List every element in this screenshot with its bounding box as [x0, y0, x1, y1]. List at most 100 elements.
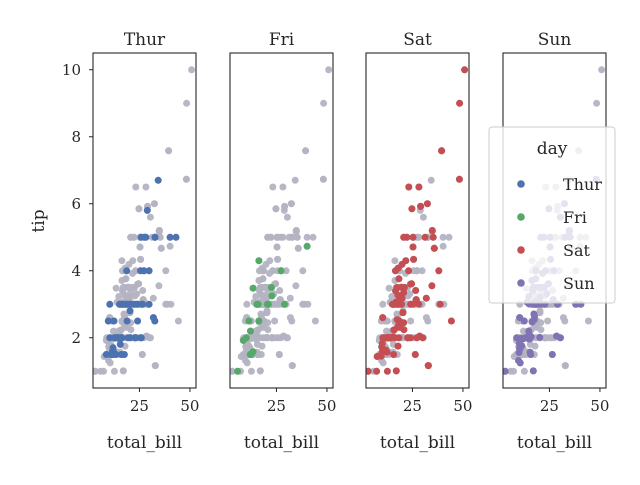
background-point: [533, 323, 541, 331]
panel-frame: [229, 52, 334, 389]
data-point-thur: [145, 267, 153, 275]
data-point-thur: [126, 307, 134, 315]
background-point: [252, 293, 260, 300]
background-point: [274, 255, 282, 263]
background-point: [182, 175, 190, 183]
x-axis-label: total_bill: [107, 433, 182, 453]
data-point-thur: [123, 267, 131, 275]
data-point-sun: [503, 367, 509, 375]
markers-sat: [366, 66, 469, 375]
data-point-sat: [407, 280, 415, 288]
data-point-thur: [145, 300, 153, 308]
data-point-sat: [409, 233, 417, 241]
background-point: [304, 300, 312, 308]
background-point: [149, 294, 157, 302]
facet-title-sun: Sun: [538, 30, 572, 50]
data-point-fri: [255, 317, 263, 325]
data-point-sat: [389, 300, 397, 308]
background-point: [110, 367, 118, 375]
background-point: [106, 359, 114, 367]
data-point-sat: [379, 334, 387, 342]
data-point-fri: [267, 284, 275, 291]
data-point-fri: [255, 257, 263, 265]
background-point: [510, 367, 518, 375]
background-point: [266, 257, 274, 265]
data-point-sun: [515, 349, 523, 356]
background-point: [406, 290, 414, 298]
background-point: [584, 317, 592, 325]
background-point: [294, 244, 302, 252]
x-tick-label: 50: [317, 397, 336, 415]
data-point-sat: [408, 205, 416, 213]
background-point: [271, 317, 279, 325]
background-point: [263, 333, 271, 341]
background-point: [415, 233, 423, 241]
background-point: [174, 317, 182, 325]
background-point: [544, 317, 552, 325]
data-point-fri: [245, 317, 253, 325]
background-point: [155, 282, 163, 290]
data-point-sat: [417, 202, 425, 210]
data-point-thur: [137, 233, 145, 241]
data-point-thur: [139, 300, 147, 308]
background-point: [260, 323, 268, 331]
background-point: [142, 183, 150, 191]
background-point: [123, 323, 131, 331]
background-point: [259, 267, 267, 275]
background-point: [188, 66, 196, 74]
background-point: [157, 244, 165, 252]
background-point: [118, 257, 126, 265]
legend-label-thur: Thur: [563, 175, 602, 194]
data-point-thur: [154, 176, 162, 184]
data-point-sat: [383, 367, 391, 375]
background-point: [112, 284, 120, 292]
data-point-sat: [379, 314, 387, 322]
data-point-fri: [249, 348, 257, 356]
data-point-sat: [422, 294, 430, 302]
data-point-thur: [109, 351, 117, 358]
background-point: [593, 99, 601, 107]
data-point-sat: [400, 319, 408, 327]
background-point: [275, 351, 283, 358]
data-point-thur: [166, 233, 174, 241]
background-point: [127, 233, 135, 241]
data-point-fri: [247, 327, 254, 335]
background-point: [559, 314, 567, 322]
data-point-sun: [536, 333, 544, 341]
data-point-fri: [249, 284, 257, 292]
data-point-sat: [395, 334, 403, 342]
data-point-thur: [117, 334, 125, 342]
data-point-sat: [393, 316, 401, 324]
background-point: [136, 243, 144, 251]
data-point-sat: [407, 300, 415, 308]
background-point: [256, 367, 264, 375]
data-point-thur: [106, 300, 114, 308]
background-point: [302, 147, 310, 155]
data-point-sat: [412, 296, 420, 304]
background-point: [299, 267, 307, 275]
panel-frame: [365, 52, 470, 389]
background-point: [264, 319, 272, 327]
data-point-sun: [516, 314, 524, 322]
background-point: [391, 257, 399, 265]
background-point: [119, 367, 127, 375]
background-point: [127, 284, 135, 291]
background-point: [319, 175, 327, 183]
background-point: [271, 334, 278, 342]
data-point-fri: [242, 334, 250, 342]
legend-title: day: [537, 139, 568, 159]
legend-marker-thur: [517, 180, 525, 188]
data-point-sat: [403, 233, 411, 241]
background-point: [445, 233, 453, 241]
background-point: [137, 255, 145, 263]
data-point-sun: [515, 339, 523, 347]
background-point: [110, 327, 117, 335]
background-point: [520, 367, 528, 375]
data-point-thur: [123, 317, 131, 325]
facet-panel-fri: Fri 25 50 total_bill: [229, 30, 336, 453]
data-point-sat: [415, 183, 423, 191]
legend-label-sat: Sat: [563, 241, 591, 260]
background-point: [303, 233, 311, 241]
background-point: [276, 287, 284, 294]
data-point-thur: [151, 233, 159, 241]
